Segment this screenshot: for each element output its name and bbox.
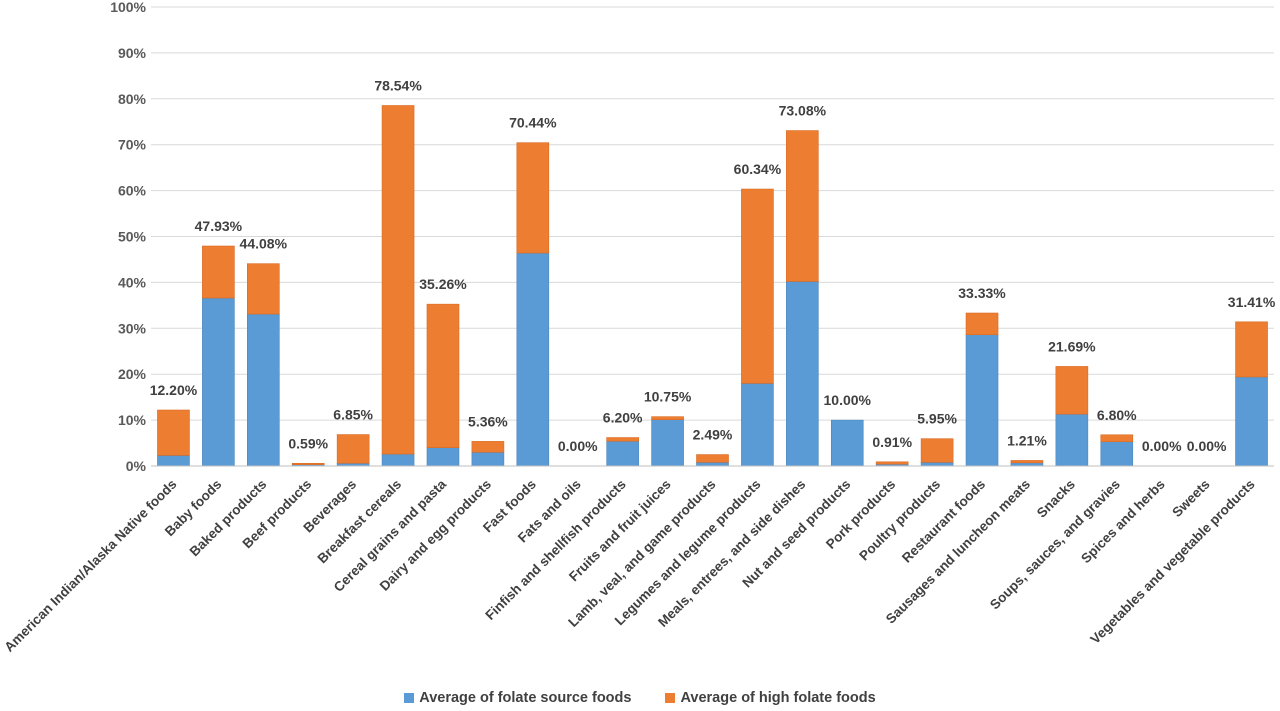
data-labels: 12.20% 47.93% 44.08% 0.59% 6.85% 78.54% 35.26%… (150, 78, 1276, 454)
data-label-total: 78.54% (374, 78, 422, 94)
data-label-total: 31.41% (1228, 294, 1276, 310)
y-tick-label: 90% (118, 45, 147, 61)
bar-high-folate (471, 441, 505, 453)
data-label-total: 44.08% (240, 236, 288, 252)
bar-high-folate (875, 461, 909, 465)
y-tick-label: 50% (118, 229, 147, 245)
x-category-label: Snacks (1034, 477, 1078, 521)
gridlines (151, 6, 1274, 421)
bar-high-folate (336, 434, 370, 464)
y-tick-label: 40% (118, 274, 147, 290)
data-label-total: 6.80% (1097, 407, 1137, 423)
bar-high-folate (291, 462, 325, 465)
bar-high-folate (1100, 434, 1134, 442)
bar-folate-source (381, 453, 415, 467)
legend-item-folate-source: Average of folate source foods (404, 690, 631, 706)
bar-folate-source (1100, 441, 1134, 467)
data-label-total: 73.08% (779, 103, 827, 119)
y-tick-label: 30% (118, 320, 147, 336)
data-label-total: 60.34% (734, 161, 782, 177)
bar-folate-source (247, 313, 280, 467)
bar-high-folate (786, 130, 819, 282)
x-category-label: Vegetables and vegetable products (1087, 477, 1257, 647)
data-label-total: 47.93% (195, 218, 243, 234)
bar-folate-source (202, 297, 235, 467)
legend-label-high-folate: Average of high folate foods (680, 690, 876, 706)
y-axis-ticks: 0% 10% 20% 30% 40% 50% 60% 70% 80% 90% 100% (110, 0, 146, 474)
bar-folate-source (516, 252, 550, 467)
data-label-total: 1.21% (1007, 432, 1047, 448)
bar-high-folate (1055, 366, 1089, 415)
bar-folate-source (1055, 413, 1089, 467)
bar-folate-source (606, 440, 639, 467)
data-label-total: 5.95% (917, 411, 957, 427)
data-label-total: 6.20% (603, 410, 643, 426)
bar-folate-source (786, 281, 819, 467)
legend-item-high-folate: Average of high folate foods (665, 690, 876, 706)
bar-high-folate (202, 245, 235, 299)
y-tick-label: 80% (118, 91, 147, 107)
bar-high-folate (606, 437, 639, 442)
data-label-total: 0.00% (1187, 438, 1227, 454)
x-category-label: Breakfast cereals (314, 477, 404, 567)
x-axis-category-labels: American Indian/Alaska Native foodsBaby … (1, 476, 1257, 655)
bar-high-folate (516, 142, 550, 254)
x-category-label: Spices and herbs (1078, 477, 1168, 567)
data-label-total: 0.00% (1142, 438, 1182, 454)
x-category-label: Baked products (187, 477, 270, 560)
bar-folate-source (651, 419, 684, 467)
data-label-total: 10.00% (824, 392, 872, 408)
data-label-total: 70.44% (509, 115, 557, 131)
bar-folate-source (741, 383, 774, 467)
bar-folate-source (920, 462, 954, 467)
bar-high-folate (1010, 460, 1044, 464)
bar-folate-source (471, 451, 505, 467)
y-tick-label: 10% (118, 412, 147, 428)
x-category-label: Poultry products (856, 477, 943, 564)
y-tick-label: 100% (110, 0, 146, 15)
legend-swatch-orange (665, 693, 676, 703)
data-label-total: 10.75% (644, 389, 692, 405)
y-tick-label: 70% (118, 137, 147, 153)
y-tick-label: 0% (126, 458, 147, 474)
bar-high-folate (381, 105, 415, 455)
bar-high-folate (247, 263, 280, 315)
bar-high-folate (965, 312, 999, 336)
data-label-total: 33.33% (958, 285, 1006, 301)
legend-swatch-blue (404, 693, 415, 703)
data-label-total: 2.49% (693, 427, 733, 443)
y-tick-label: 20% (118, 366, 147, 382)
bar-folate-source (1235, 376, 1268, 467)
bar-folate-source (965, 334, 999, 467)
y-tick-label: 60% (118, 183, 147, 199)
bar-folate-source (696, 462, 729, 467)
data-label-total: 5.36% (468, 413, 508, 429)
data-label-total: 0.00% (558, 438, 598, 454)
bar-high-folate (1235, 321, 1268, 378)
x-category-label: Restaurant foods (899, 477, 988, 566)
data-label-total: 21.69% (1048, 338, 1096, 354)
bar-high-folate (741, 188, 774, 384)
data-label-total: 12.20% (150, 382, 198, 398)
bar-high-folate (426, 303, 460, 448)
legend: Average of folate source foods Average o… (0, 690, 1280, 706)
bar-high-folate (696, 454, 729, 463)
bar-high-folate (157, 409, 190, 456)
x-category-label: American Indian/Alaska Native foods (1, 477, 179, 655)
data-label-total: 0.59% (288, 435, 328, 451)
bar-high-folate (651, 416, 684, 420)
data-label-total: 0.91% (872, 434, 912, 450)
legend-label-folate-source: Average of folate source foods (419, 690, 632, 706)
data-label-total: 6.85% (333, 407, 373, 423)
bar-folate-source (830, 419, 864, 467)
data-label-total: 35.26% (419, 276, 467, 292)
x-category-label: Sweets (1169, 477, 1213, 521)
bar-folate-source (426, 447, 460, 467)
bar-high-folate (920, 438, 954, 463)
bar-folate-source (157, 455, 190, 467)
